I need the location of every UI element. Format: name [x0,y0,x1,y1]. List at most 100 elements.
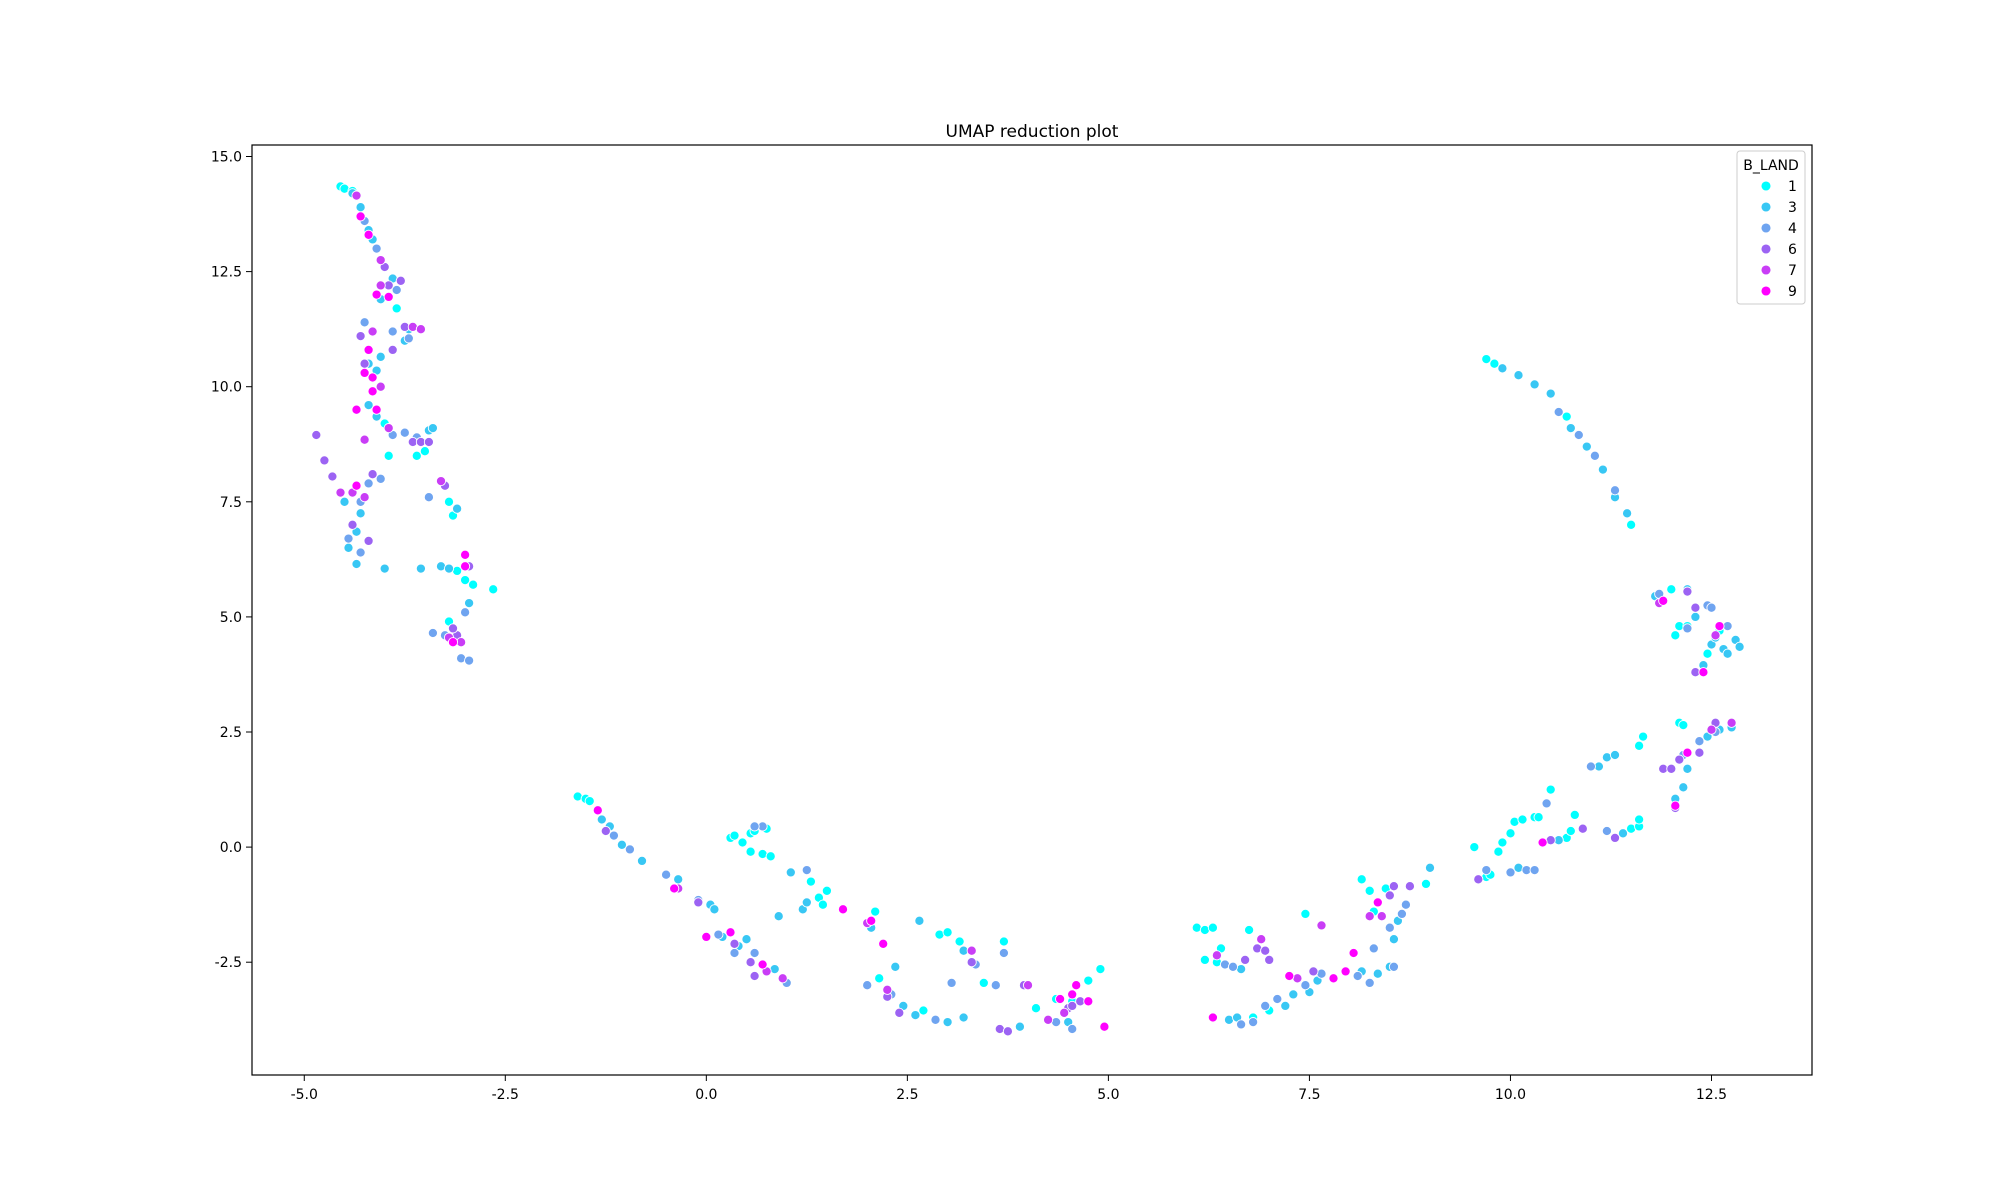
data-point [1609,749,1621,761]
data-point [998,936,1009,947]
data-point [1400,899,1411,910]
data-point [745,957,756,968]
y-tick-label: 10.0 [211,380,242,396]
data-point [359,492,370,503]
data-point [371,404,382,415]
data-point [1493,846,1504,857]
data-point [351,558,362,570]
data-point [387,344,398,355]
data-point [460,549,471,560]
data-point [355,547,366,558]
data-point [741,934,752,945]
data-point [1573,429,1584,441]
data-point [488,584,499,595]
data-point [1364,885,1375,896]
data-point [1710,630,1721,641]
data-point [1368,943,1379,954]
data-point [1634,814,1645,825]
data-point [725,927,736,938]
x-tick-label: 2.5 [896,1087,918,1103]
data-point [878,938,889,949]
data-point [1211,950,1222,961]
data-point [862,980,873,991]
legend-item: 3 [1760,200,1797,216]
data-point [801,865,812,876]
data-point [954,936,965,947]
data-point [749,970,760,982]
data-point [1022,980,1034,991]
data-point [395,275,406,286]
data-point [785,867,796,878]
data-point [367,469,378,480]
data-point [1706,602,1717,613]
data-point [1541,798,1552,809]
x-tick-label: -2.5 [492,1087,519,1103]
data-point [673,874,684,885]
data-point [359,367,370,378]
data-point [1384,890,1395,901]
y-tick-label: 15.0 [211,150,242,166]
data-point [1384,922,1395,933]
data-point [978,977,989,988]
data-point [890,961,901,972]
data-point [958,1012,969,1023]
data-point [375,381,386,392]
data-point [411,450,422,461]
data-point [1002,1026,1013,1037]
data-point [339,496,350,507]
data-point [443,563,455,574]
data-point [801,897,812,908]
legend-title: B_LAND [1743,158,1799,174]
data-point [464,598,475,609]
data-point [1240,954,1251,965]
data-point [383,450,394,461]
data-point [1244,924,1255,936]
data-point [468,579,479,590]
data-point [443,496,455,507]
data-point [359,358,370,369]
data-point [460,607,471,618]
data-point [1722,648,1733,659]
data-point [1469,842,1480,853]
data-point [1682,623,1693,634]
legend-marker [1760,180,1772,192]
data-point [1702,648,1713,659]
x-tick-label: 5.0 [1097,1087,1119,1103]
data-point [837,904,849,915]
data-point [335,487,346,498]
data-point [343,542,354,553]
data-point [1207,922,1218,933]
data-point [371,243,382,254]
data-point [1622,508,1633,519]
data-point [1569,809,1580,820]
data-point [749,947,760,959]
data-point [351,480,362,491]
data-point [1529,865,1540,876]
data-point [1083,975,1094,986]
data-point [709,904,720,915]
data-point [383,423,394,434]
data-point [1364,911,1375,922]
data-point [363,344,374,355]
data-point [351,404,362,415]
data-point [1658,595,1669,606]
data-point [765,851,776,862]
data-point [1248,1017,1259,1028]
data-point [423,492,434,503]
data-point [1674,754,1685,765]
legend-items: 1 3 4 6 7 9 [1760,179,1797,300]
data-point [1481,354,1492,365]
y-axis: -2.5 0.0 2.5 5.0 7.5 10.0 12.5 15.0 [211,150,252,971]
data-point [311,429,322,441]
data-point [427,423,438,434]
data-point [464,655,475,666]
data-point [452,503,463,514]
legend-marker [1760,222,1772,234]
data-point [966,945,977,956]
data-point [375,280,386,291]
data-point [600,825,611,837]
data-point [946,977,957,988]
data-point [1372,968,1383,979]
data-point [1264,954,1275,965]
data-point [1597,464,1608,475]
